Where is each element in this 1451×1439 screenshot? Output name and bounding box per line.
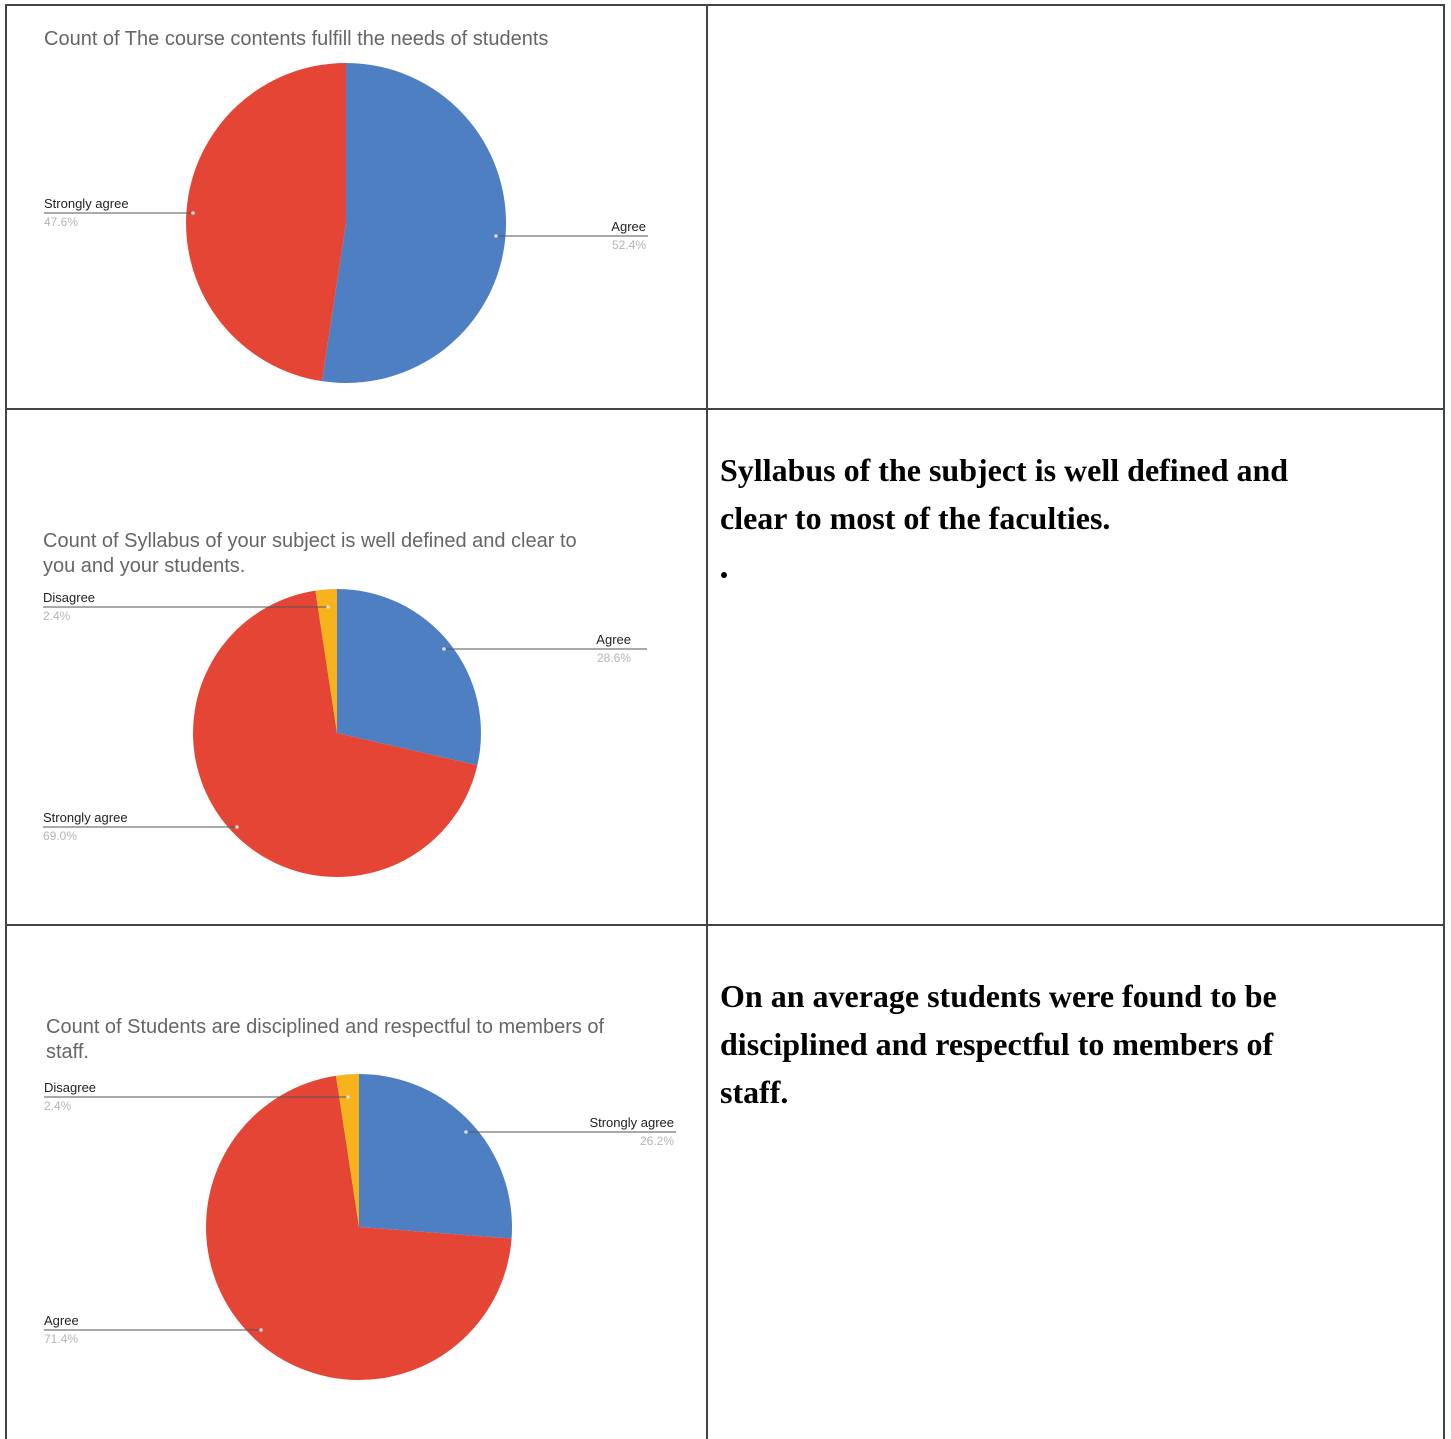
chart-title-line: you and your students.: [43, 555, 246, 577]
pie-slice-agree: [337, 589, 481, 766]
comment-line: clear to most of the faculties.: [720, 500, 1111, 536]
slice-percent-label: 2.4%: [44, 1099, 72, 1113]
pie-slice-agree: [321, 62, 507, 383]
slice-percent-label: 47.6%: [44, 215, 78, 229]
slice-percent-label: 52.4%: [612, 238, 646, 252]
slice-percent-label: 2.4%: [43, 609, 71, 623]
slice-label: Agree: [44, 1313, 79, 1328]
slice-label: Agree: [596, 632, 631, 647]
leader-dot: [191, 211, 195, 215]
slice-label: Disagree: [43, 590, 95, 605]
slice-percent-label: 28.6%: [597, 651, 631, 665]
comment-cell-1: [707, 5, 1444, 409]
leader-dot: [464, 1130, 468, 1134]
slice-percent-label: 71.4%: [44, 1332, 78, 1346]
chart-cell-3: Count of Students are disciplined and re…: [6, 925, 707, 1439]
pie-chart-3: Strongly agree 26.2% Agree 71.4% Disagree 2.4…: [44, 1074, 676, 1381]
chart-title-line: staff.: [46, 1041, 89, 1063]
comment-text: On an average students were found to be …: [720, 972, 1430, 1116]
slice-label: Disagree: [44, 1080, 96, 1095]
slice-percent-label: 69.0%: [43, 829, 77, 843]
chart-title: Count of Students are disciplined and re…: [46, 1015, 696, 1065]
slice-label: Strongly agree: [44, 196, 129, 211]
comment-cell-2: Syllabus of the subject is well defined …: [707, 409, 1444, 925]
chart-title-line: Count of Students are disciplined and re…: [46, 1016, 605, 1038]
comment-line: On an average students were found to be: [720, 978, 1277, 1014]
comment-cell-3: On an average students were found to be …: [707, 925, 1444, 1439]
slice-label: Agree: [611, 219, 646, 234]
comment-line: disciplined and respectful to members of: [720, 1026, 1274, 1062]
leader-dot: [326, 605, 330, 609]
pie-slice-strongly-agree: [186, 63, 346, 382]
bullet-icon: [721, 572, 727, 578]
comment-text: Syllabus of the subject is well defined …: [720, 446, 1430, 542]
leader-dot: [235, 825, 239, 829]
slice-label: Strongly agree: [589, 1115, 674, 1130]
pie-slice-disagree: [315, 589, 337, 733]
chart-title: Count of The course contents fulfill the…: [44, 27, 684, 52]
pie-chart-1: Agree 52.4% Strongly agree 47.6%: [44, 62, 648, 383]
chart-title: Count of Syllabus of your subject is wel…: [43, 529, 683, 579]
chart-cell-1: Count of The course contents fulfill the…: [6, 5, 707, 409]
chart-title-line: Count of Syllabus of your subject is wel…: [43, 530, 577, 552]
chart-title-line: Count of The course contents fulfill the…: [44, 28, 549, 50]
pie-slice-strongly-agree: [359, 1074, 513, 1239]
leader-dot: [346, 1095, 350, 1099]
leader-dot: [442, 647, 446, 651]
leader-dot: [259, 1328, 263, 1332]
slice-label: Strongly agree: [43, 810, 128, 825]
pie-slice-disagree: [336, 1074, 359, 1227]
pie-chart-2: Agree 28.6% Strongly agree 69.0% Disagree 2.4…: [43, 589, 647, 877]
comment-line: Syllabus of the subject is well defined …: [720, 452, 1289, 488]
slice-percent-label: 26.2%: [640, 1134, 674, 1148]
leader-dot: [494, 234, 498, 238]
pie-slice-agree: [206, 1075, 512, 1381]
chart-cell-2: Count of Syllabus of your subject is wel…: [6, 409, 707, 925]
comment-line: staff.: [720, 1074, 789, 1110]
pie-slice-strongly-agree: [192, 590, 478, 877]
